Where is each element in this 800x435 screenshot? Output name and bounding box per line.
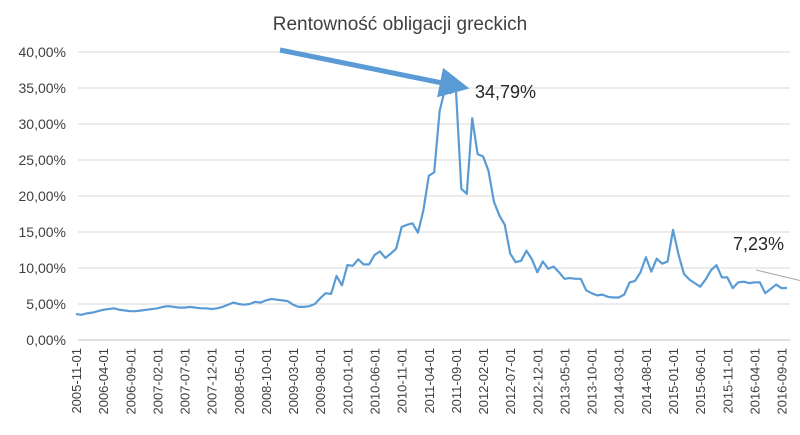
x-tick-label: 2007-12-01 [205, 348, 220, 415]
x-tick-label: 2011-04-01 [422, 348, 437, 414]
x-tick-label: 2011-09-01 [449, 348, 464, 414]
x-tick-label: 2015-06-01 [693, 348, 708, 415]
x-tick-label: 2013-05-01 [557, 348, 572, 415]
y-axis-tick-labels: 0,00% 5,00% 10,00% 15,00% 20,00% 25,00% 30,00%… [19, 44, 66, 348]
x-tick-label: 2010-11-01 [395, 348, 410, 414]
series-line [75, 87, 788, 316]
x-tick-label: 2015-01-01 [666, 348, 681, 415]
last-value-annotation-label: 7,23% [733, 234, 784, 254]
last-value-leader [755, 269, 800, 281]
x-tick-label: 2010-01-01 [340, 348, 355, 415]
y-tick-label: 0,00% [26, 332, 66, 348]
y-tick-label: 40,00% [19, 44, 66, 60]
annotations: 34,79% 7,23% [279, 47, 800, 281]
x-tick-label: 2014-03-01 [612, 348, 627, 415]
chart-title: Rentowność obligacji greckich [273, 14, 528, 35]
x-tick-label: 2010-06-01 [368, 348, 383, 415]
y-tick-label: 10,00% [19, 260, 66, 276]
x-tick-label: 2006-04-01 [96, 348, 111, 415]
x-tick-label: 2008-05-01 [232, 348, 247, 415]
x-tick-label: 2009-03-01 [286, 348, 301, 415]
x-tick-label: 2006-09-01 [123, 348, 138, 415]
peak-annotation-label: 34,79% [475, 82, 536, 102]
y-tick-label: 5,00% [26, 296, 66, 312]
x-tick-label: 2013-10-01 [585, 348, 600, 415]
x-tick-label: 2012-12-01 [530, 348, 545, 415]
x-tick-label: 2012-02-01 [476, 348, 491, 415]
x-tick-label: 2007-07-01 [178, 348, 193, 415]
y-tick-label: 35,00% [19, 80, 66, 96]
x-tick-label: 2005-11-01 [69, 348, 84, 414]
x-tick-label: 2014-08-01 [639, 348, 654, 415]
x-tick-label: 2016-09-01 [775, 348, 790, 415]
series-layer [75, 87, 788, 316]
peak-arrow [279, 47, 470, 98]
x-tick-label: 2008-10-01 [259, 348, 274, 415]
gridlines [78, 51, 790, 305]
x-tick-label: 2007-02-01 [150, 348, 165, 415]
y-tick-label: 30,00% [19, 116, 66, 132]
x-tick-label: 2015-11-01 [720, 348, 735, 414]
y-tick-label: 15,00% [19, 224, 66, 240]
y-tick-label: 25,00% [19, 152, 66, 168]
x-tick-label: 2012-07-01 [503, 348, 518, 415]
x-axis-tick-labels: 2005-11-01 2006-04-01 2006-09-01 2007-02-01… [69, 348, 790, 415]
x-tick-label: 2016-04-01 [747, 348, 762, 415]
x-tick-label: 2009-08-01 [313, 348, 328, 415]
y-tick-label: 20,00% [19, 188, 66, 204]
